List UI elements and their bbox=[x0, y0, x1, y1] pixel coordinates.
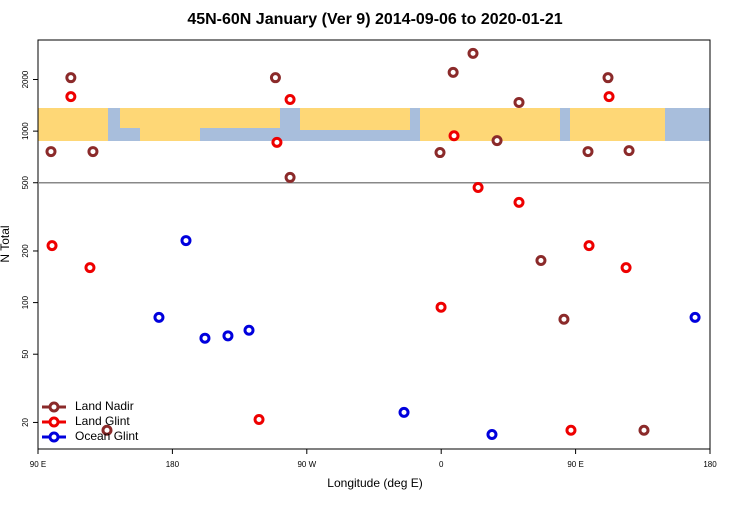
y-tick-label: 200 bbox=[21, 244, 30, 258]
marker bbox=[558, 313, 570, 325]
y-tick-label: 500 bbox=[21, 176, 30, 190]
marker bbox=[153, 311, 165, 323]
y-axis-label: N Total bbox=[0, 225, 12, 262]
y-tick-label: 2000 bbox=[21, 70, 30, 88]
marker bbox=[284, 93, 296, 105]
marker bbox=[45, 146, 57, 158]
marker bbox=[602, 72, 614, 84]
marker bbox=[398, 406, 410, 418]
marker bbox=[565, 424, 577, 436]
marker bbox=[271, 136, 283, 148]
marker bbox=[222, 330, 234, 342]
y-tick-label: 20 bbox=[21, 417, 30, 426]
x-tick-label: 90 E bbox=[30, 460, 46, 469]
marker bbox=[582, 146, 594, 158]
marker bbox=[180, 235, 192, 247]
marker bbox=[65, 91, 77, 103]
plot-frame bbox=[37, 39, 711, 450]
marker bbox=[472, 182, 484, 194]
marker bbox=[243, 324, 255, 336]
legend-label: Ocean Glint bbox=[75, 429, 139, 443]
legend-marker bbox=[48, 431, 60, 443]
marker bbox=[513, 196, 525, 208]
marker bbox=[101, 424, 113, 436]
x-tick-label: 0 bbox=[439, 460, 444, 469]
marker bbox=[486, 429, 498, 441]
x-axis-label: Longitude (deg E) bbox=[327, 476, 422, 490]
legend-label: Land Glint bbox=[75, 414, 130, 428]
marker bbox=[84, 262, 96, 274]
map-strip bbox=[38, 108, 710, 141]
marker bbox=[583, 240, 595, 252]
marker bbox=[448, 130, 460, 142]
marker bbox=[435, 301, 447, 313]
marker bbox=[87, 146, 99, 158]
marker bbox=[467, 47, 479, 59]
marker bbox=[513, 96, 525, 108]
legend-marker bbox=[48, 401, 60, 413]
x-tick-label: 90 E bbox=[567, 460, 583, 469]
chart-title: 45N-60N January (Ver 9) 2014-09-06 to 20… bbox=[187, 11, 562, 28]
y-tick-label: 100 bbox=[21, 295, 30, 309]
marker bbox=[46, 240, 58, 252]
y-tick-label: 50 bbox=[21, 349, 30, 358]
marker bbox=[199, 332, 211, 344]
marker bbox=[284, 171, 296, 183]
marker bbox=[689, 311, 701, 323]
x-tick-label: 180 bbox=[166, 460, 180, 469]
marker bbox=[447, 66, 459, 78]
legend-marker bbox=[48, 416, 60, 428]
marker bbox=[638, 424, 650, 436]
y-tick-label: 1000 bbox=[21, 122, 30, 140]
x-tick-label: 180 bbox=[703, 460, 717, 469]
marker bbox=[535, 254, 547, 266]
marker bbox=[603, 91, 615, 103]
marker bbox=[269, 72, 281, 84]
legend-label: Land Nadir bbox=[75, 399, 134, 413]
marker bbox=[491, 135, 503, 147]
marker bbox=[434, 147, 446, 159]
marker bbox=[65, 72, 77, 84]
x-tick-label: 90 W bbox=[297, 460, 316, 469]
marker bbox=[623, 145, 635, 157]
marker bbox=[620, 262, 632, 274]
marker bbox=[253, 414, 265, 426]
